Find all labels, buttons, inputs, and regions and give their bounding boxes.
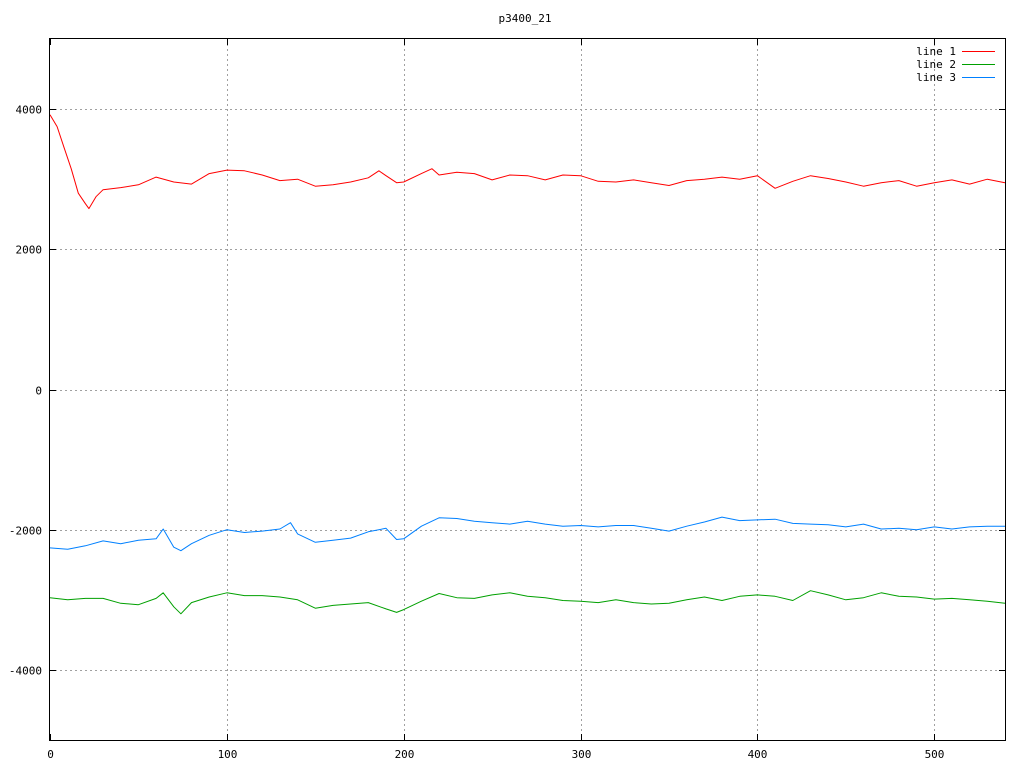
x-tick-label: 300 [572, 748, 592, 761]
x-tick-label: 500 [925, 748, 945, 761]
data-series [49, 114, 1006, 615]
plot-frame [49, 38, 1006, 741]
y-tick-label: 4000 [16, 104, 43, 117]
legend-label: line 3 [916, 71, 956, 84]
series-line-2 [49, 590, 1006, 615]
y-tick-label: -4000 [9, 665, 42, 678]
series-line-1 [49, 114, 1006, 210]
x-tick-label: 0 [47, 748, 54, 761]
x-tick-label: 100 [218, 748, 238, 761]
y-tick-label: -2000 [9, 525, 42, 538]
y-tick-label: 2000 [16, 244, 43, 257]
axes: 0 100 200 300 400 500 -4000 -2000 0 2000 4000 [9, 39, 1005, 761]
series-line-3 [49, 516, 1005, 552]
y-tick-label: 0 [35, 385, 42, 398]
chart-title: p3400_21 [499, 12, 552, 25]
legend-label: line 1 [916, 45, 956, 58]
grid-lines [50, 39, 1005, 740]
legend-label: line 2 [916, 58, 956, 71]
x-tick-label: 200 [395, 748, 415, 761]
x-tick-label: 400 [748, 748, 768, 761]
